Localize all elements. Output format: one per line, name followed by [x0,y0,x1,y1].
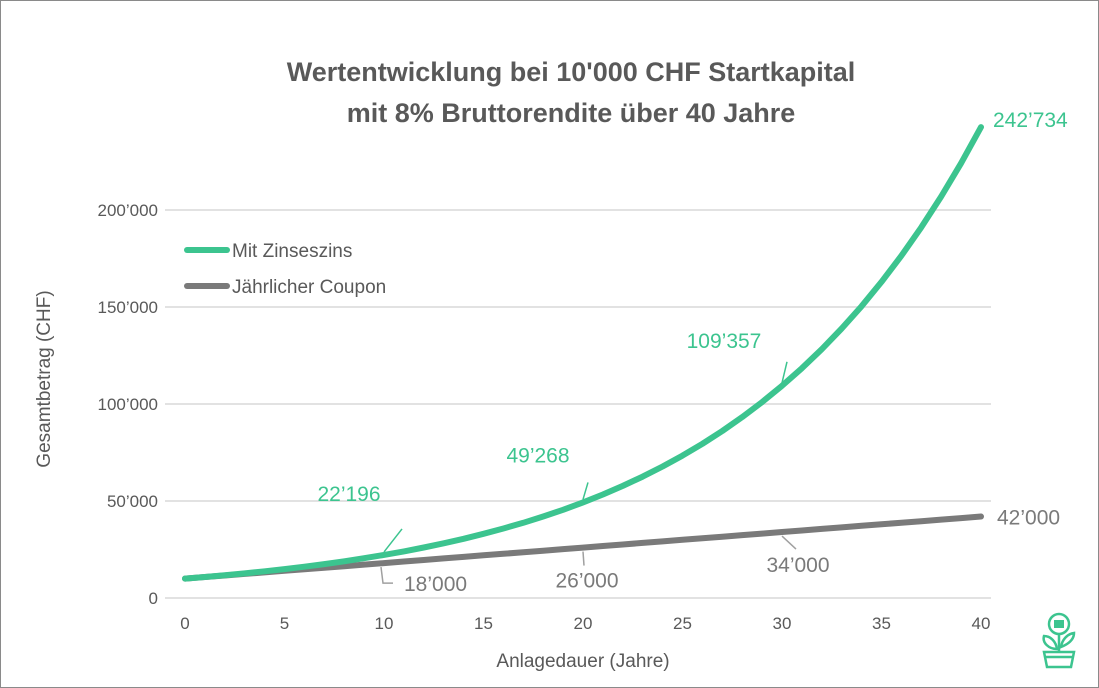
data-label-coupon: 42’000 [997,507,1060,530]
leader-line [781,361,788,384]
legend-label-zinseszins: Mit Zinseszins [232,241,352,262]
leader-line [781,535,797,550]
x-axis-label: Anlagedauer (Jahre) [496,651,669,672]
x-tick-label: 40 [972,614,991,633]
x-tick-label: 35 [872,614,891,633]
x-tick-label: 15 [474,614,493,633]
data-label-coupon: 26’000 [555,570,618,593]
data-label-zinseszins: 22’196 [317,483,380,506]
data-label-zinseszins: 242’734 [993,109,1068,132]
y-tick-label: 150’000 [97,298,158,317]
leader-line [380,566,393,584]
chart-title-line2: mit 8% Bruttorendite über 40 Jahre [347,98,796,128]
legend-label-coupon: Jährlicher Coupon [232,277,386,298]
y-tick-label: 50’000 [107,492,158,511]
x-tick-label: 10 [375,614,394,633]
x-tick-label: 5 [280,614,289,633]
y-axis-label: Gesamtbetrag (CHF) [34,290,55,467]
series-line-coupon [182,513,984,582]
x-tick-label: 0 [180,614,189,633]
y-tick-label: 200’000 [97,201,158,220]
leader-line [383,528,403,553]
series-line-zinseszins [182,124,984,582]
x-tick-label: 25 [673,614,692,633]
data-label-zinseszins: 49’268 [506,444,569,467]
x-tick-label: 30 [773,614,792,633]
leader-line [582,551,585,566]
chart-title-line1: Wertentwicklung bei 10'000 CHF Startkapi… [287,57,856,87]
x-tick-label: 20 [574,614,593,633]
y-tick-label: 0 [149,589,158,608]
data-label-coupon: 34’000 [766,554,829,577]
legend: Mit Zinseszins Jährlicher Coupon [184,241,386,298]
data-label-coupon: 18’000 [404,573,467,596]
y-tick-label: 100’000 [97,395,158,414]
plant-coin-icon [1042,612,1076,669]
leader-line [582,482,589,500]
data-label-zinseszins: 109’357 [687,330,762,353]
